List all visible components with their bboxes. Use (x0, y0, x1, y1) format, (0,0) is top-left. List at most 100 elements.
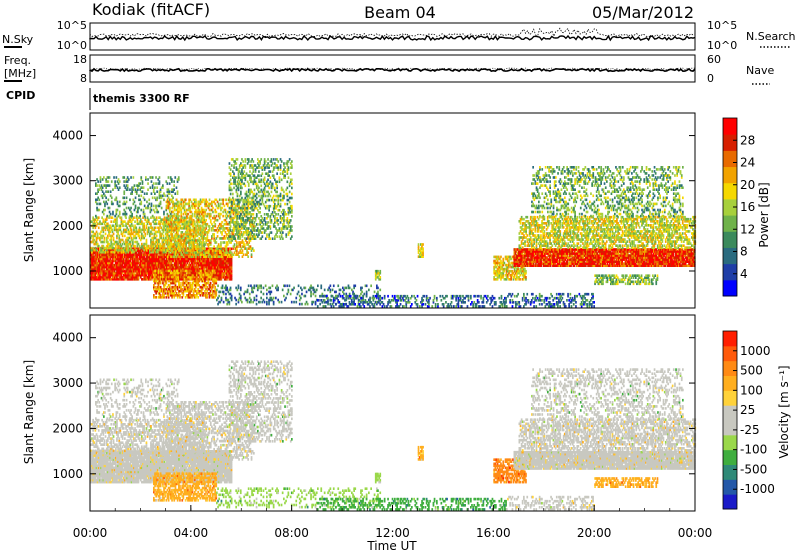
power-cell (182, 292, 185, 295)
power-cell (109, 267, 111, 271)
power-cell (142, 246, 144, 250)
power-cell (91, 250, 93, 254)
power-cell (101, 265, 103, 269)
power-cell (142, 186, 145, 189)
power-cell (164, 224, 167, 228)
power-cell (127, 253, 130, 257)
power-cell (105, 276, 108, 279)
power-cell (154, 186, 156, 189)
power-cell (175, 257, 177, 261)
power-cell (99, 248, 101, 252)
power-cell (211, 259, 214, 263)
power-cell (147, 257, 150, 261)
power-cell (196, 263, 199, 267)
power-cell (107, 184, 110, 187)
power-cell (107, 259, 109, 263)
power-cell (150, 224, 152, 228)
power-cell (99, 269, 101, 273)
power-cell (112, 267, 115, 271)
power-cell (125, 188, 128, 191)
power-cell (103, 253, 106, 257)
power-cell (110, 202, 113, 206)
power-cell (156, 238, 159, 242)
power-cell (107, 261, 109, 265)
power-cell (244, 164, 247, 167)
power-cell (192, 261, 194, 265)
power-cell (192, 289, 195, 293)
power-cell (145, 240, 148, 244)
power-cell (155, 277, 157, 281)
power-cell (129, 278, 132, 281)
power-cell (134, 226, 136, 230)
power-cell (148, 198, 151, 202)
power-cell (108, 232, 110, 236)
power-cell (122, 250, 125, 254)
power-cell (129, 216, 132, 219)
power-cell (185, 294, 188, 297)
power-cell (109, 244, 111, 248)
power-cell (126, 184, 129, 187)
power-cell (90, 240, 92, 244)
power-cell (121, 222, 124, 226)
power-cell (123, 190, 126, 193)
power-cell (126, 226, 128, 230)
power-cell (204, 265, 207, 269)
power-cell (184, 287, 187, 291)
power-cell (155, 261, 158, 265)
power-cell (101, 248, 103, 252)
freq-tick-low: 8 (80, 72, 87, 85)
power-cell (97, 249, 100, 253)
power-cell (120, 267, 123, 271)
power-cell (220, 273, 223, 277)
power-cell (105, 267, 108, 271)
power-cell (150, 232, 152, 236)
power-cell (226, 276, 228, 279)
power-cell (156, 230, 159, 234)
power-cell (178, 294, 180, 297)
power-cell (156, 263, 159, 267)
power-cell (100, 263, 102, 267)
power-cell (107, 228, 109, 232)
power-cell (125, 178, 128, 181)
power-cell (142, 259, 144, 263)
power-cell (227, 271, 229, 275)
power-cell (110, 253, 113, 257)
power-cell (162, 236, 165, 240)
power-cell (125, 242, 127, 246)
power-cell (146, 269, 149, 273)
station-title: Kodiak (fitACF) (92, 0, 210, 19)
power-cell (100, 240, 102, 244)
power-cell (169, 216, 172, 219)
power-cell (157, 275, 160, 279)
power-cell (201, 269, 204, 273)
power-cell (186, 265, 189, 269)
power-cell (220, 241, 222, 244)
power-cell (103, 184, 105, 187)
power-cell (97, 180, 99, 183)
power-cell (99, 250, 101, 254)
power-cell (152, 261, 155, 265)
power-cell (168, 249, 170, 253)
power-cell (108, 269, 110, 273)
power-cell (175, 263, 177, 267)
power-cell (125, 267, 127, 271)
power-cell (173, 180, 175, 183)
power-cell (149, 248, 151, 252)
power-cell (115, 251, 117, 255)
power-cell (116, 278, 118, 281)
power-cell (90, 271, 92, 275)
power-cell (160, 267, 162, 271)
power-cell (92, 267, 94, 271)
power-cell (157, 271, 160, 275)
power-cell (198, 218, 201, 221)
power-cell (163, 255, 166, 259)
power-cell (138, 255, 141, 259)
power-cell (137, 222, 140, 226)
power-cell (150, 255, 152, 259)
power-cell (212, 259, 215, 263)
power-cell (103, 278, 106, 281)
power-cell (144, 249, 147, 253)
power-cell (152, 204, 155, 208)
power-cell (188, 265, 191, 269)
power-cell (96, 198, 98, 202)
